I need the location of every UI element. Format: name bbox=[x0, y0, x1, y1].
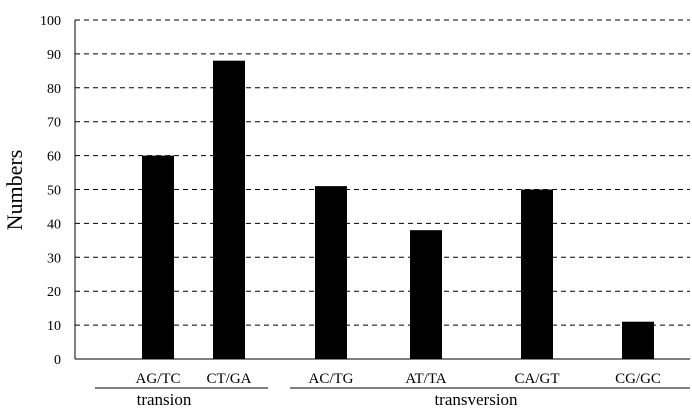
y-tick-label: 80 bbox=[47, 82, 61, 97]
y-tick-label: 40 bbox=[47, 217, 61, 232]
y-tick-label: 20 bbox=[47, 285, 61, 300]
x-category-labels: AG/TC CT/GA AC/TG AT/TA CA/GT CG/GC bbox=[136, 371, 661, 387]
y-tick-label: 30 bbox=[47, 251, 61, 266]
x-category-label: AC/TG bbox=[309, 371, 354, 387]
y-tick-label: 60 bbox=[47, 150, 61, 165]
bar-ct-ga bbox=[213, 60, 245, 360]
axes bbox=[74, 20, 690, 360]
y-tick-label: 100 bbox=[40, 14, 61, 29]
bar-cg-gc bbox=[622, 321, 654, 359]
y-tick-label: 0 bbox=[54, 353, 61, 368]
x-category-label: AT/TA bbox=[405, 371, 446, 387]
x-category-label: CA/GT bbox=[515, 371, 560, 387]
bar-ag-tc bbox=[142, 155, 174, 359]
y-tick-label: 90 bbox=[47, 48, 61, 63]
grid-lines bbox=[75, 19, 690, 326]
bar-at-ta bbox=[410, 230, 442, 359]
y-tick-label: 70 bbox=[47, 116, 61, 131]
group-labels: transion transversion bbox=[95, 387, 690, 409]
y-tick-label: 10 bbox=[47, 319, 61, 334]
x-category-label: CG/GC bbox=[615, 371, 661, 387]
x-category-label: CT/GA bbox=[207, 371, 252, 387]
group-label-transversion: transversion bbox=[434, 390, 518, 409]
bar-ac-tg bbox=[315, 186, 347, 359]
group-label-transion: transion bbox=[137, 390, 192, 409]
y-tick-labels: 0 10 20 30 40 50 60 70 80 90 100 bbox=[40, 14, 61, 368]
y-axis-title: Numbers bbox=[2, 150, 27, 231]
bars bbox=[142, 60, 654, 360]
x-category-label: AG/TC bbox=[136, 371, 181, 387]
bar-ca-gt bbox=[521, 189, 553, 359]
y-tick-label: 50 bbox=[47, 184, 61, 199]
